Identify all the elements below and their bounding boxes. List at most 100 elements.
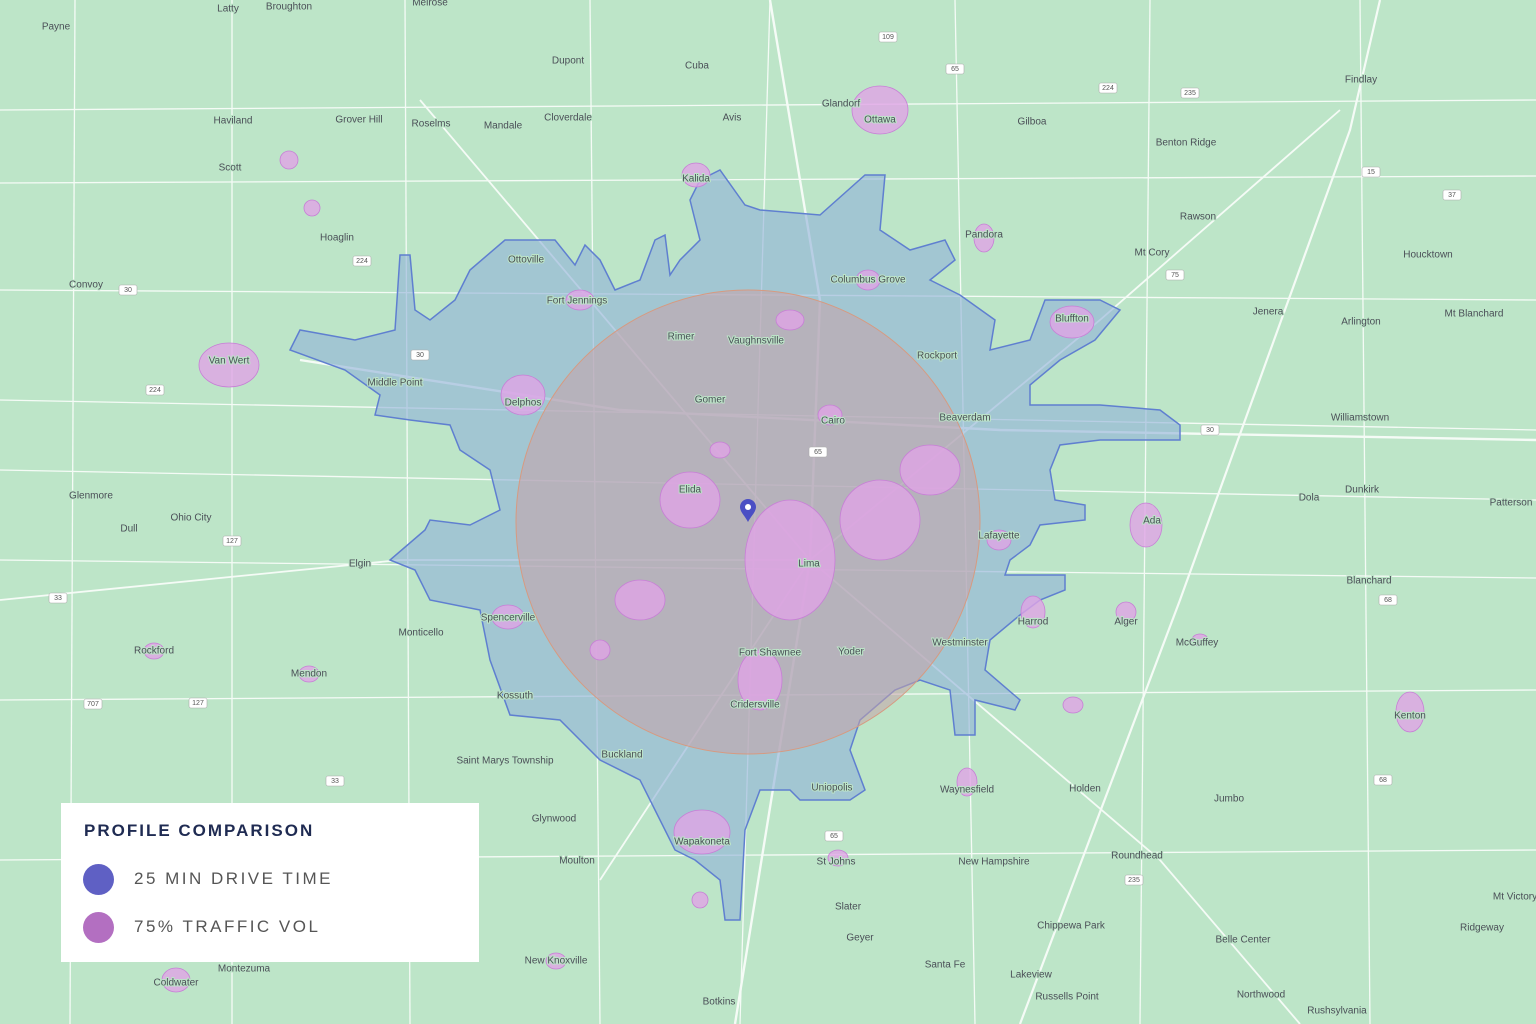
route-number: 65 bbox=[814, 449, 822, 456]
traffic-area bbox=[744, 499, 836, 621]
place-label: Fort Shawnee bbox=[739, 648, 802, 659]
place-label: Lima bbox=[798, 559, 820, 570]
route-shield-box bbox=[1361, 166, 1381, 178]
place-label: Roundhead bbox=[1111, 851, 1163, 862]
route-shield: 15 bbox=[1361, 166, 1381, 178]
traffic-area bbox=[500, 374, 546, 416]
route-number: 30 bbox=[1206, 427, 1214, 434]
traffic-area bbox=[1129, 502, 1163, 548]
traffic-area bbox=[1062, 696, 1084, 714]
route-shield: 65 bbox=[808, 446, 828, 458]
place-label: Haviland bbox=[214, 116, 253, 127]
route-shield: 33 bbox=[48, 592, 68, 604]
route-shield-box bbox=[325, 775, 345, 787]
place-label: Patterson bbox=[1490, 498, 1533, 509]
place-label: Mendon bbox=[291, 669, 327, 680]
place-label: Coldwater bbox=[153, 978, 199, 989]
route-number: 15 bbox=[1367, 169, 1375, 176]
route-shield: 224 bbox=[352, 255, 372, 267]
place-label: Alger bbox=[1114, 617, 1138, 628]
route-shield: 68 bbox=[1373, 774, 1393, 786]
place-label: Glynwood bbox=[532, 814, 576, 825]
place-label: Jumbo bbox=[1214, 794, 1244, 805]
place-label: Fort Jennings bbox=[547, 296, 608, 307]
place-label: Ottawa bbox=[864, 115, 896, 126]
place-label: Findlay bbox=[1345, 75, 1377, 86]
route-number: 33 bbox=[331, 778, 339, 785]
traffic-area bbox=[614, 579, 666, 621]
traffic-area bbox=[1191, 633, 1209, 647]
place-label: Spencerville bbox=[481, 613, 536, 624]
legend-label: 25 MIN DRIVE TIME bbox=[134, 869, 333, 888]
route-shield: 75 bbox=[1165, 269, 1185, 281]
route-shield-box bbox=[824, 830, 844, 842]
place-label: Avis bbox=[723, 113, 742, 124]
route-shield-box bbox=[1098, 82, 1118, 94]
traffic-area bbox=[973, 223, 995, 253]
traffic-area bbox=[709, 441, 731, 459]
place-label: Mt Victory bbox=[1493, 892, 1536, 903]
place-label: Roselms bbox=[412, 119, 451, 130]
traffic-area bbox=[827, 849, 849, 867]
route-shield: 68 bbox=[1378, 594, 1398, 606]
traffic-area bbox=[673, 809, 731, 855]
place-label: Rockport bbox=[917, 351, 957, 362]
place-label: Slater bbox=[835, 902, 862, 913]
route-shield-box bbox=[1180, 87, 1200, 99]
place-label: Jenera bbox=[1253, 307, 1284, 318]
place-label: Uniopolis bbox=[811, 783, 852, 794]
place-label: Montezuma bbox=[218, 964, 271, 975]
place-label: Lakeview bbox=[1010, 970, 1052, 981]
route-number: 37 bbox=[1448, 192, 1456, 199]
place-label: Dunkirk bbox=[1345, 485, 1380, 496]
place-label: Kossuth bbox=[497, 691, 533, 702]
traffic-area bbox=[855, 269, 881, 291]
place-label: Rimer bbox=[668, 332, 695, 343]
route-number: 33 bbox=[54, 595, 62, 602]
place-label: Ada bbox=[1143, 516, 1161, 527]
place-label: New Knoxville bbox=[525, 956, 588, 967]
traffic-area bbox=[899, 444, 961, 496]
place-label: Houcktown bbox=[1403, 250, 1452, 261]
place-label: Harrod bbox=[1018, 617, 1049, 628]
place-label: Waynesfield bbox=[940, 785, 994, 796]
place-label: Northwood bbox=[1237, 990, 1285, 1001]
legend-title: PROFILE COMPARISON bbox=[84, 821, 315, 840]
place-label: Botkins bbox=[703, 997, 736, 1008]
place-label: Scott bbox=[219, 163, 242, 174]
place-label: Bluffton bbox=[1055, 314, 1089, 325]
route-shield: 707 bbox=[83, 698, 103, 710]
route-number: 235 bbox=[1128, 877, 1140, 884]
place-label: Rushsylvania bbox=[1307, 1006, 1367, 1017]
place-label: Melrose bbox=[412, 0, 448, 9]
route-shield-box bbox=[945, 63, 965, 75]
traffic-area bbox=[491, 604, 525, 630]
route-shield-box bbox=[1442, 189, 1462, 201]
route-shield: 127 bbox=[222, 535, 242, 547]
traffic-area bbox=[851, 85, 909, 135]
route-number: 68 bbox=[1384, 597, 1392, 604]
place-label: Dull bbox=[120, 524, 137, 535]
place-label: Glenmore bbox=[69, 491, 113, 502]
place-label: Elgin bbox=[349, 559, 371, 570]
place-label: Blanchard bbox=[1346, 576, 1391, 587]
legend-swatch bbox=[83, 863, 114, 895]
traffic-area bbox=[775, 309, 805, 331]
traffic-area bbox=[817, 404, 843, 426]
place-label: Vaughnsville bbox=[728, 336, 784, 347]
route-number: 109 bbox=[882, 34, 894, 41]
route-shield: 65 bbox=[824, 830, 844, 842]
place-label: McGuffey bbox=[1176, 638, 1219, 649]
legend-swatch bbox=[83, 911, 114, 943]
place-label: Payne bbox=[42, 22, 71, 33]
route-shield-box bbox=[222, 535, 242, 547]
traffic-area bbox=[1020, 595, 1046, 629]
location-pin bbox=[740, 499, 756, 522]
route-shield-box bbox=[83, 698, 103, 710]
place-label: Cloverdale bbox=[544, 113, 592, 124]
place-label: Hoaglin bbox=[320, 233, 354, 244]
traffic-area bbox=[545, 952, 567, 970]
route-shield-box bbox=[808, 446, 828, 458]
route-shield-box bbox=[188, 697, 208, 709]
place-label: St Johns bbox=[817, 857, 856, 868]
